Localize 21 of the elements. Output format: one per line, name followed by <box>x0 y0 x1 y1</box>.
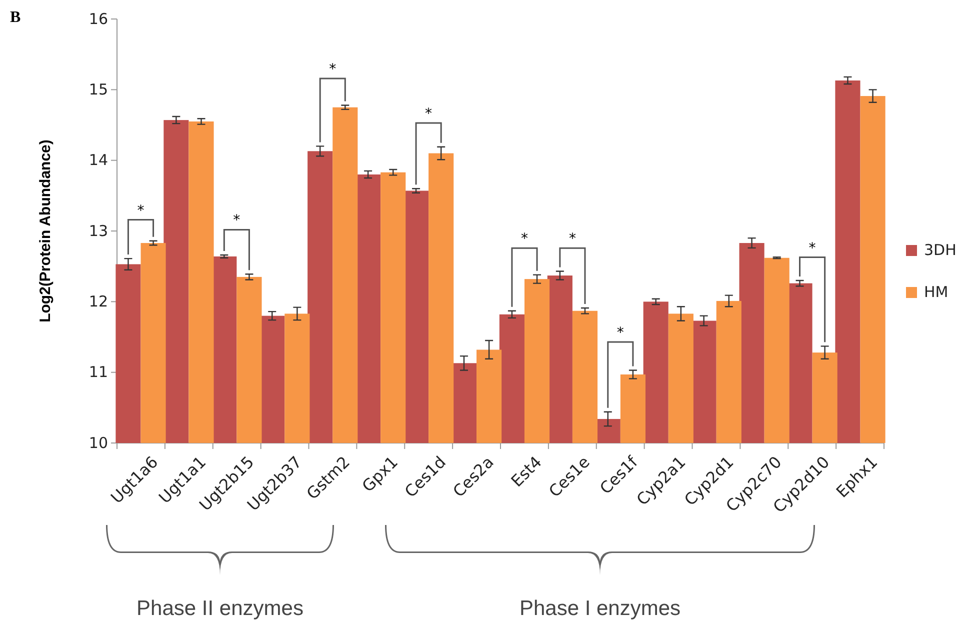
annotation: * <box>425 106 432 122</box>
text: B <box>10 9 21 26</box>
legend-label: 3DH <box>924 241 956 259</box>
y-tick-label: 11 <box>88 363 108 382</box>
annotation: * <box>616 325 624 342</box>
text: Phase II enzymes <box>136 597 304 620</box>
y-tick-label: 15 <box>88 80 108 98</box>
annotation: * <box>808 240 816 256</box>
y-axis-title: Log2(Protein Abundance) <box>37 140 54 322</box>
annotation: * <box>233 212 240 229</box>
legend-label: HM <box>924 283 948 301</box>
annotation: * <box>520 231 528 248</box>
y-tick-label: 14 <box>88 151 108 170</box>
y-tick-label: 16 <box>88 10 108 28</box>
y-tick-label: 12 <box>88 292 108 310</box>
annotation: * <box>568 231 576 248</box>
y-tick-label: 13 <box>88 222 108 240</box>
y-tick-label: 10 <box>88 434 108 452</box>
text: Phase I enzymes <box>519 597 681 620</box>
annotation: * <box>137 202 144 219</box>
annotation: * <box>329 61 336 78</box>
